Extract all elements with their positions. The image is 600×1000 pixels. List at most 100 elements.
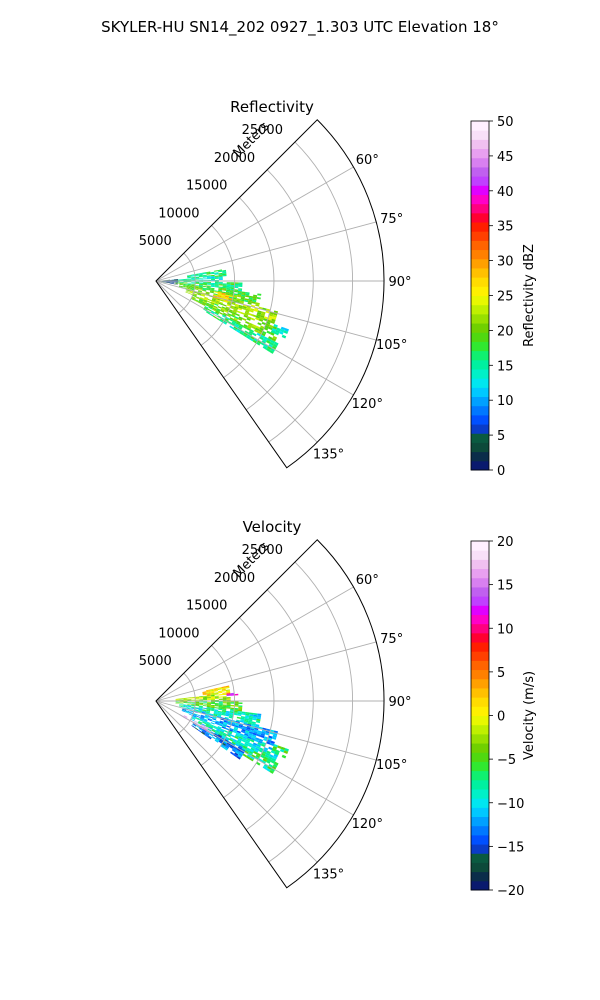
radar-cell xyxy=(233,290,238,293)
radar-cell xyxy=(219,720,224,723)
radar-cell xyxy=(247,752,253,757)
radar-cell xyxy=(202,285,207,288)
radar-cell xyxy=(226,742,231,746)
radar-cell xyxy=(250,304,256,308)
radar-cell xyxy=(252,314,257,318)
radar-cell xyxy=(245,739,251,743)
radar-cell xyxy=(213,726,218,730)
radar-cell xyxy=(220,296,225,299)
radar-cell xyxy=(244,750,249,755)
radar-cell xyxy=(210,285,215,288)
radar-cell xyxy=(218,691,223,694)
radar-cell xyxy=(254,739,259,743)
radar-cell xyxy=(234,289,239,292)
radar-cell xyxy=(246,747,251,751)
polar-grid: 5000 10000 15000 20000 25000 60° 75° 90° 105° 120… xyxy=(139,123,412,463)
radar-cell xyxy=(186,707,191,709)
radar-cell xyxy=(245,728,250,732)
radar-cell xyxy=(236,719,241,722)
radar-cell xyxy=(183,278,188,280)
radar-cell xyxy=(247,332,253,337)
radar-cell xyxy=(216,736,221,740)
range-ring xyxy=(268,561,353,863)
radar-cell xyxy=(201,731,205,735)
radar-cell xyxy=(223,721,228,725)
radar-cell xyxy=(203,718,208,721)
radar-cell xyxy=(207,701,212,703)
colorbar-swatch xyxy=(471,779,489,790)
radar-cell xyxy=(202,272,207,274)
radar-cell xyxy=(221,687,226,690)
radar-cell xyxy=(271,316,277,320)
radar-cell xyxy=(201,303,206,306)
radar-cell xyxy=(185,711,190,714)
radar-cell xyxy=(201,723,206,726)
radar-cell xyxy=(224,295,230,298)
radar-cell xyxy=(187,702,192,703)
colorbar-swatch xyxy=(471,596,489,606)
radar-cell xyxy=(248,330,254,335)
colorbar-swatch xyxy=(471,267,489,278)
radar-cell xyxy=(225,294,230,297)
velocity-plot: 5000 10000 15000 20000 25000 60° 75° 90° 105° 120… xyxy=(139,539,412,889)
radar-cell xyxy=(218,690,223,693)
radar-cell xyxy=(217,715,222,718)
radar-cell xyxy=(205,710,211,713)
radar-cell xyxy=(219,739,224,743)
radar-cell xyxy=(225,744,230,749)
colorbar-tick-label: −10 xyxy=(497,797,524,812)
radar-cell xyxy=(250,739,255,743)
radar-cell xyxy=(198,289,203,292)
radar-cell xyxy=(238,304,243,308)
radar-cell xyxy=(194,720,199,724)
radar-cell xyxy=(202,729,207,733)
radar-cell xyxy=(262,727,267,731)
radar-cell xyxy=(183,701,188,703)
radar-cell xyxy=(252,718,257,721)
colorbar-swatch xyxy=(471,396,489,407)
radar-cell xyxy=(205,291,210,294)
radar-cell xyxy=(214,732,219,736)
radar-cell xyxy=(202,290,207,292)
radar-cell xyxy=(200,715,205,718)
colorbar-swatch xyxy=(471,249,489,260)
radar-cell xyxy=(186,285,191,288)
radar-cell xyxy=(221,306,226,309)
radar-cell xyxy=(191,282,196,284)
radar-cell xyxy=(207,699,212,701)
radar-cell xyxy=(222,289,227,291)
colorbar-swatch xyxy=(471,451,489,462)
radar-cell xyxy=(249,337,254,342)
radar-cell xyxy=(229,290,235,292)
radar-cell xyxy=(202,705,207,707)
radar-cell xyxy=(207,718,212,722)
radar-cell xyxy=(248,732,253,736)
radar-cell xyxy=(271,757,277,762)
radar-cell xyxy=(206,694,211,696)
radar-cell xyxy=(179,280,184,281)
radar-cell xyxy=(190,288,195,291)
radar-cell xyxy=(266,741,271,745)
radar-cell xyxy=(270,759,276,764)
radar-cell xyxy=(206,287,211,289)
radar-cell xyxy=(269,769,274,774)
radar-cell xyxy=(174,281,179,283)
radar-cell xyxy=(231,748,237,753)
radar-cell xyxy=(205,689,211,692)
radar-cell xyxy=(213,294,218,297)
radar-cell xyxy=(212,297,217,300)
radar-cell xyxy=(199,276,203,278)
radar-cell xyxy=(212,315,217,319)
radar-cell xyxy=(192,294,197,297)
radar-cell xyxy=(210,689,215,692)
radar-cell xyxy=(183,715,188,719)
radar-cell xyxy=(206,272,211,274)
radar-cell xyxy=(218,276,223,278)
radar-cell xyxy=(204,296,209,299)
radar-region-9 xyxy=(158,279,179,285)
radar-cell xyxy=(206,704,211,706)
radar-cell xyxy=(232,310,237,314)
radar-cell xyxy=(222,722,228,726)
radar-cell xyxy=(247,316,252,320)
radar-cell xyxy=(210,274,215,277)
